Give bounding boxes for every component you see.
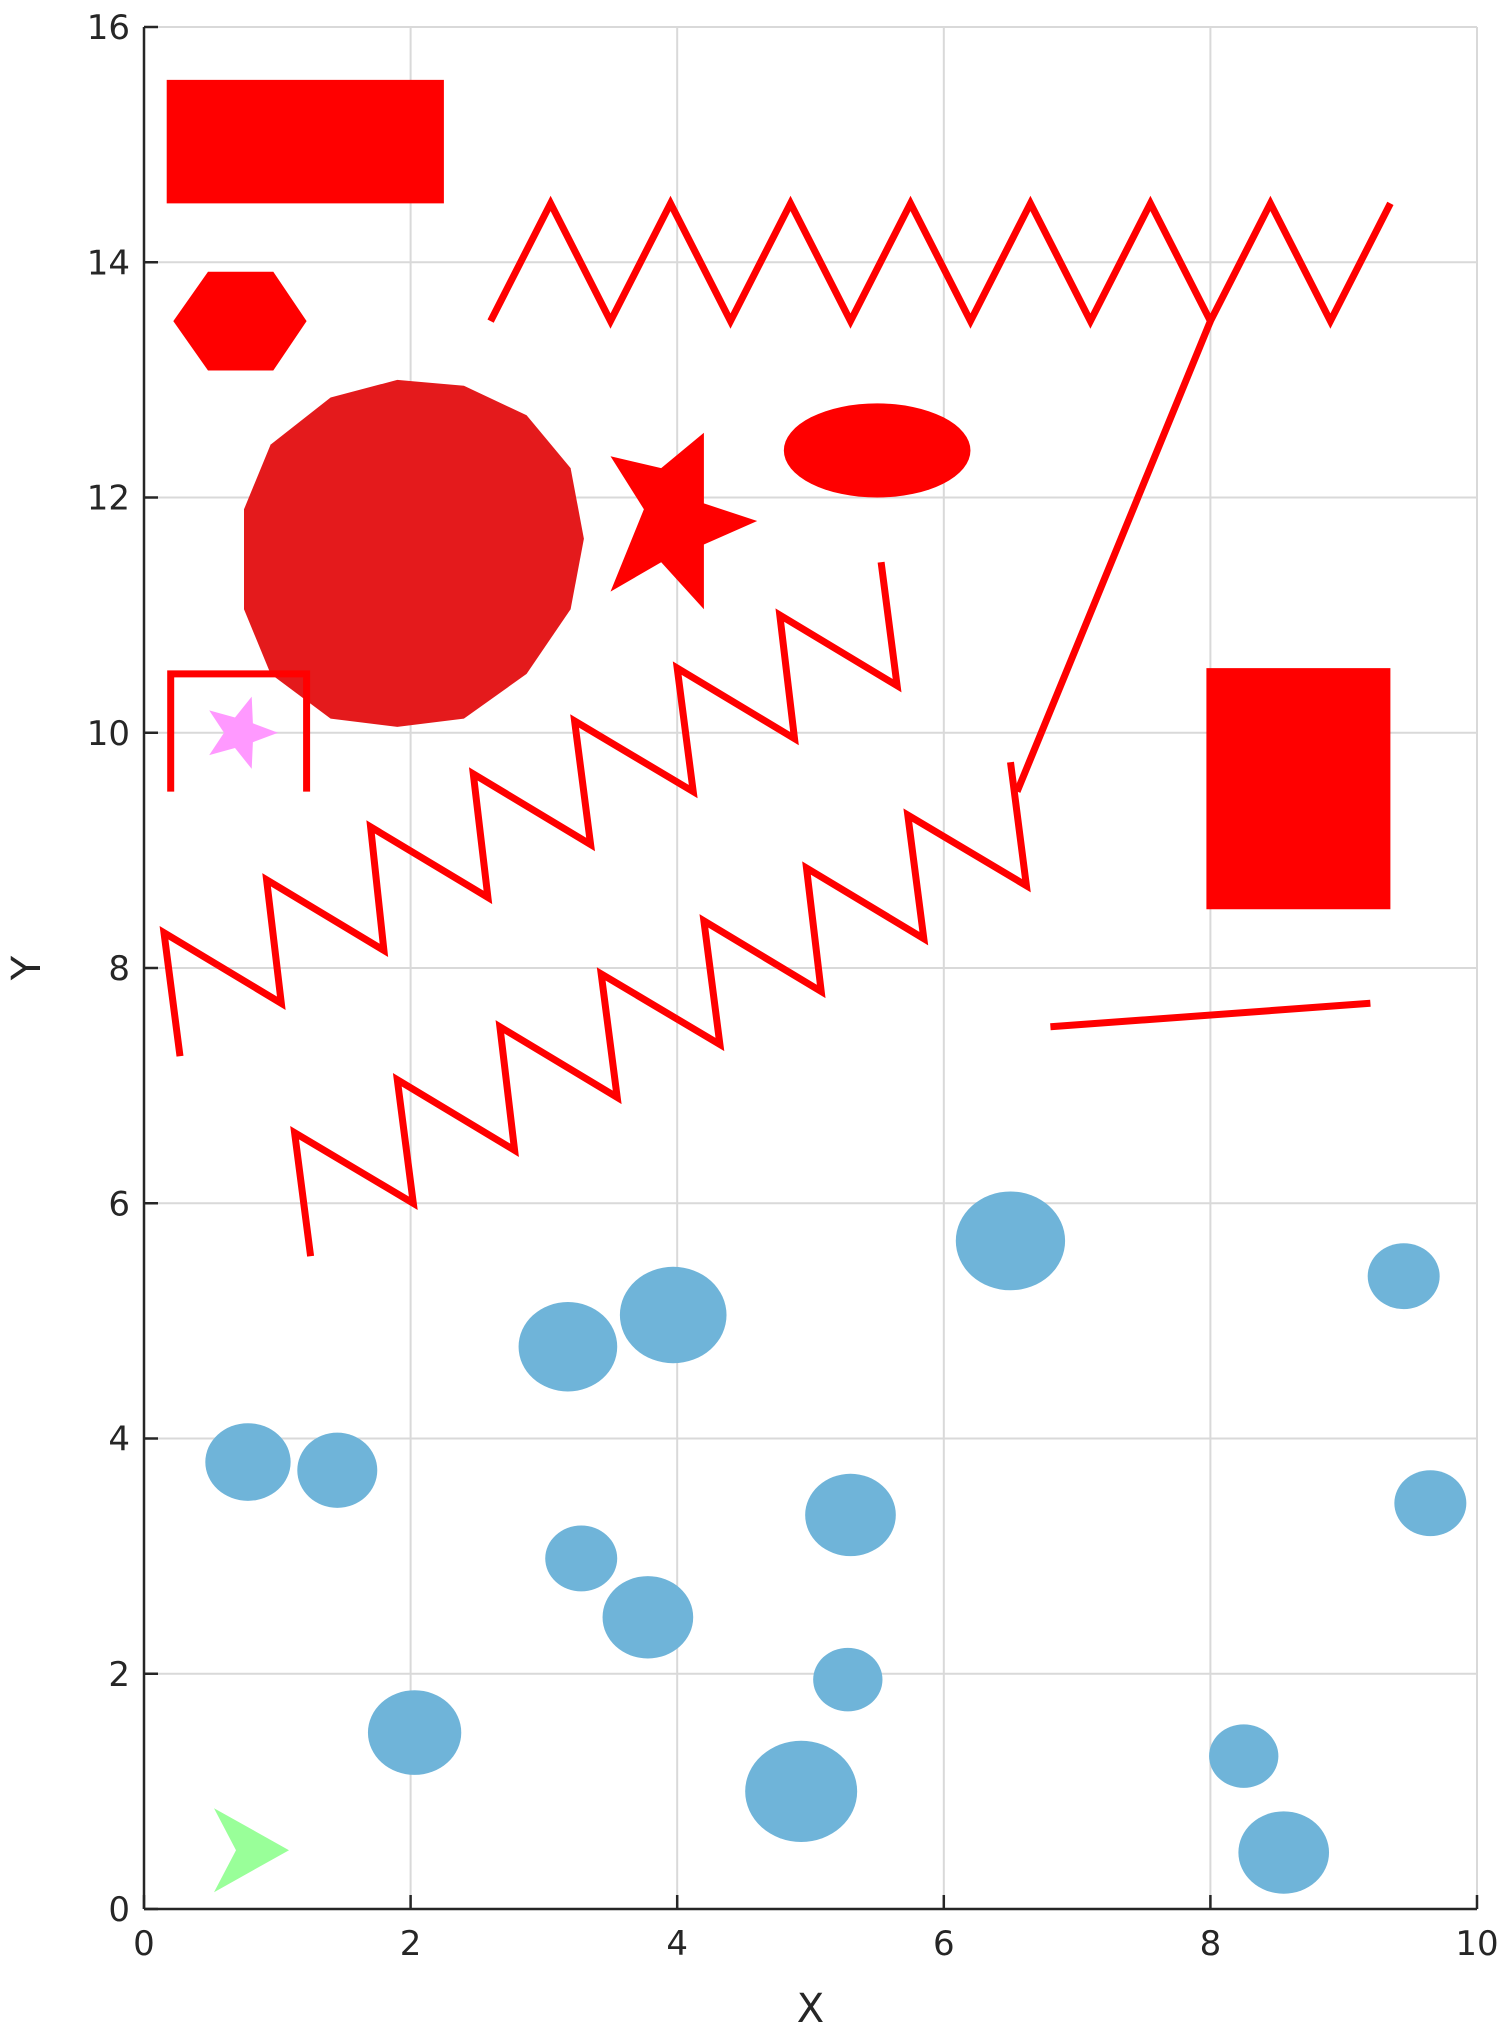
circle-obstacle-15 (1238, 1811, 1330, 1894)
obstacle-line-zigzag-5 (290, 761, 1031, 1257)
y-tick-label-2: 2 (108, 1655, 130, 1695)
circle-obstacle-5 (955, 1191, 1066, 1291)
y-tick-label-8: 8 (108, 949, 130, 989)
x-tick-label-2: 2 (400, 1924, 422, 1964)
tick-labels: 0 2 4 6 8 10 0 2 4 6 8 10 12 14 16 (87, 8, 1499, 1964)
obstacle-rectangle-1 (166, 79, 444, 204)
x-tick-label-6: 6 (933, 1924, 955, 1964)
axes (142, 25, 1479, 1911)
obstacle-line-zigzag-1 (487, 195, 1394, 329)
circle-obstacle-3 (518, 1302, 618, 1392)
obstacle-line-bracket-3 (167, 670, 311, 792)
circle-obstacle-11 (367, 1690, 462, 1775)
circle-obstacle-1 (205, 1423, 291, 1501)
obstacle-rectangle-5 (1206, 668, 1391, 910)
circle-obstacle-4 (619, 1266, 727, 1364)
obstacle-line-diagonal-2 (1013, 319, 1214, 793)
obstacle-star-4 (610, 432, 758, 610)
x-tick-label-10: 10 (1455, 1924, 1498, 1964)
circle-obstacle-7 (545, 1525, 618, 1592)
circle-obstacle-8 (602, 1576, 694, 1659)
y-tick-label-4: 4 (108, 1420, 130, 1460)
circle-obstacle-14 (1209, 1724, 1279, 1788)
red-obstacles (159, 79, 1394, 1257)
y-axis-label: Y (4, 955, 50, 981)
obstacle-line-zigzag-4 (159, 561, 902, 1057)
goal-star-marker (209, 696, 278, 769)
x-tick-label-8: 8 (1200, 1924, 1222, 1964)
obstacle-ellipse-1 (783, 403, 971, 498)
circle-obstacle-12 (813, 1647, 883, 1712)
obstacle-hexagon-2 (173, 271, 307, 371)
circle-obstacle-2 (297, 1432, 378, 1508)
y-tick-label-6: 6 (108, 1184, 130, 1224)
y-tick-label-14: 14 (87, 243, 130, 283)
obstacle-line-segment-6 (1050, 999, 1371, 1031)
circle-obstacle-6 (1367, 1243, 1440, 1310)
y-tick-label-12: 12 (87, 479, 130, 519)
x-tick-label-4: 4 (666, 1924, 688, 1964)
obstacle-polygon-3 (244, 379, 584, 727)
circle-obstacle-9 (805, 1473, 896, 1557)
x-tick-label-0: 0 (133, 1924, 155, 1964)
grid-lines (143, 26, 1478, 1910)
x-axis-label: X (797, 1986, 824, 2030)
y-tick-label-10: 10 (87, 714, 130, 754)
circle-obstacles (205, 1191, 1467, 1894)
markers (209, 696, 289, 1893)
circle-obstacle-13 (745, 1740, 858, 1842)
circle-obstacle-10 (1394, 1470, 1467, 1537)
start-triangle-marker (214, 1808, 289, 1893)
y-tick-label-0: 0 (108, 1890, 130, 1930)
y-tick-label-16: 16 (87, 8, 130, 48)
